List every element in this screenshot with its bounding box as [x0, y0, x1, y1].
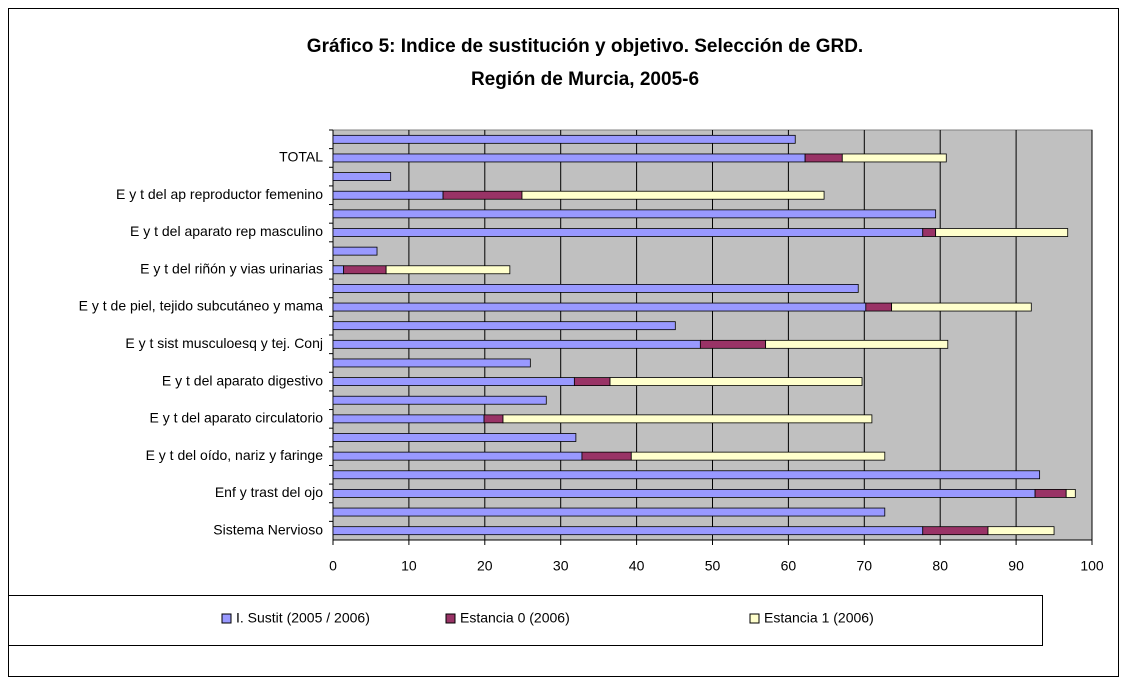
bar: [765, 339, 949, 349]
bar: [804, 153, 843, 163]
bar: [332, 507, 886, 517]
y-tick-label: E y t del aparato circulatorio: [149, 410, 323, 426]
bar: [841, 153, 947, 163]
y-tick-label: E y t del aparato digestivo: [162, 372, 323, 388]
x-tick-label: 10: [401, 558, 417, 574]
legend-label: Estancia 1 (2006): [764, 610, 874, 626]
bar: [502, 414, 873, 424]
bar: [332, 190, 444, 200]
x-tick-label: 80: [932, 558, 948, 574]
bar: [343, 265, 387, 275]
bar: [609, 377, 863, 386]
bar: [332, 395, 547, 405]
bar: [385, 265, 511, 275]
y-tick-label: Enf y trast del ojo: [215, 484, 323, 500]
y-tick-label: E y t de piel, tejido subcutáneo y mama: [79, 298, 324, 314]
bar: [581, 451, 632, 461]
bar: [1065, 489, 1076, 498]
bar: [332, 526, 924, 536]
x-tick-label: 0: [329, 558, 337, 574]
bar: [332, 228, 924, 237]
bar: [630, 451, 886, 461]
legend-swatch: [749, 613, 760, 624]
bar: [332, 414, 485, 424]
bar: [865, 302, 893, 312]
bar: [332, 134, 796, 144]
legend-swatch: [221, 613, 232, 624]
bar: [1034, 489, 1067, 498]
y-tick-label: Sistema Nervioso: [213, 521, 323, 537]
bar: [573, 377, 611, 386]
bar: [332, 321, 676, 331]
x-tick-label: 20: [477, 558, 493, 574]
bar: [332, 172, 392, 181]
bar: [332, 246, 378, 256]
legend-label: I. Sustit (2005 / 2006): [236, 610, 370, 626]
legend-label: Estancia 0 (2006): [460, 610, 570, 626]
legend: [8, 595, 1043, 646]
bar: [922, 526, 989, 536]
legend-swatch: [445, 613, 456, 624]
bar: [332, 265, 345, 275]
bar: [332, 339, 701, 349]
chart-title: Gráfico 5: Indice de sustitución y objet…: [307, 36, 863, 57]
chart-title: Región de Murcia, 2005-6: [471, 69, 699, 90]
x-tick-label: 30: [553, 558, 569, 574]
x-tick-label: 100: [1080, 558, 1104, 574]
bar: [699, 339, 767, 349]
x-tick-label: 40: [629, 558, 645, 574]
bar: [987, 526, 1055, 536]
bar: [332, 433, 577, 442]
bar: [935, 228, 1069, 237]
bar: [332, 489, 1036, 498]
bar: [332, 358, 531, 368]
bar: [922, 228, 937, 237]
y-tick-label: E y t del aparato rep masculino: [130, 223, 323, 239]
y-tick-label: E y t del ap reproductor femenino: [116, 186, 323, 202]
bar: [442, 190, 523, 200]
bar: [332, 302, 867, 312]
bar: [891, 302, 1032, 312]
bar: [483, 414, 504, 424]
bar: [332, 153, 806, 163]
x-tick-label: 50: [705, 558, 721, 574]
y-tick-label: E y t sist musculoesq y tej. Conj: [125, 335, 323, 351]
bar: [521, 190, 825, 200]
y-tick-label: E y t del riñón y vias urinarias: [140, 260, 323, 276]
bar: [332, 451, 583, 461]
x-tick-label: 70: [857, 558, 873, 574]
y-tick-label: E y t del oído, nariz y faringe: [146, 447, 324, 463]
x-tick-label: 90: [1008, 558, 1024, 574]
x-tick-label: 60: [781, 558, 797, 574]
bar: [332, 284, 859, 293]
y-tick-label: TOTAL: [279, 149, 323, 165]
bar: [332, 377, 575, 386]
bar: [332, 209, 937, 219]
bar: [332, 470, 1041, 480]
